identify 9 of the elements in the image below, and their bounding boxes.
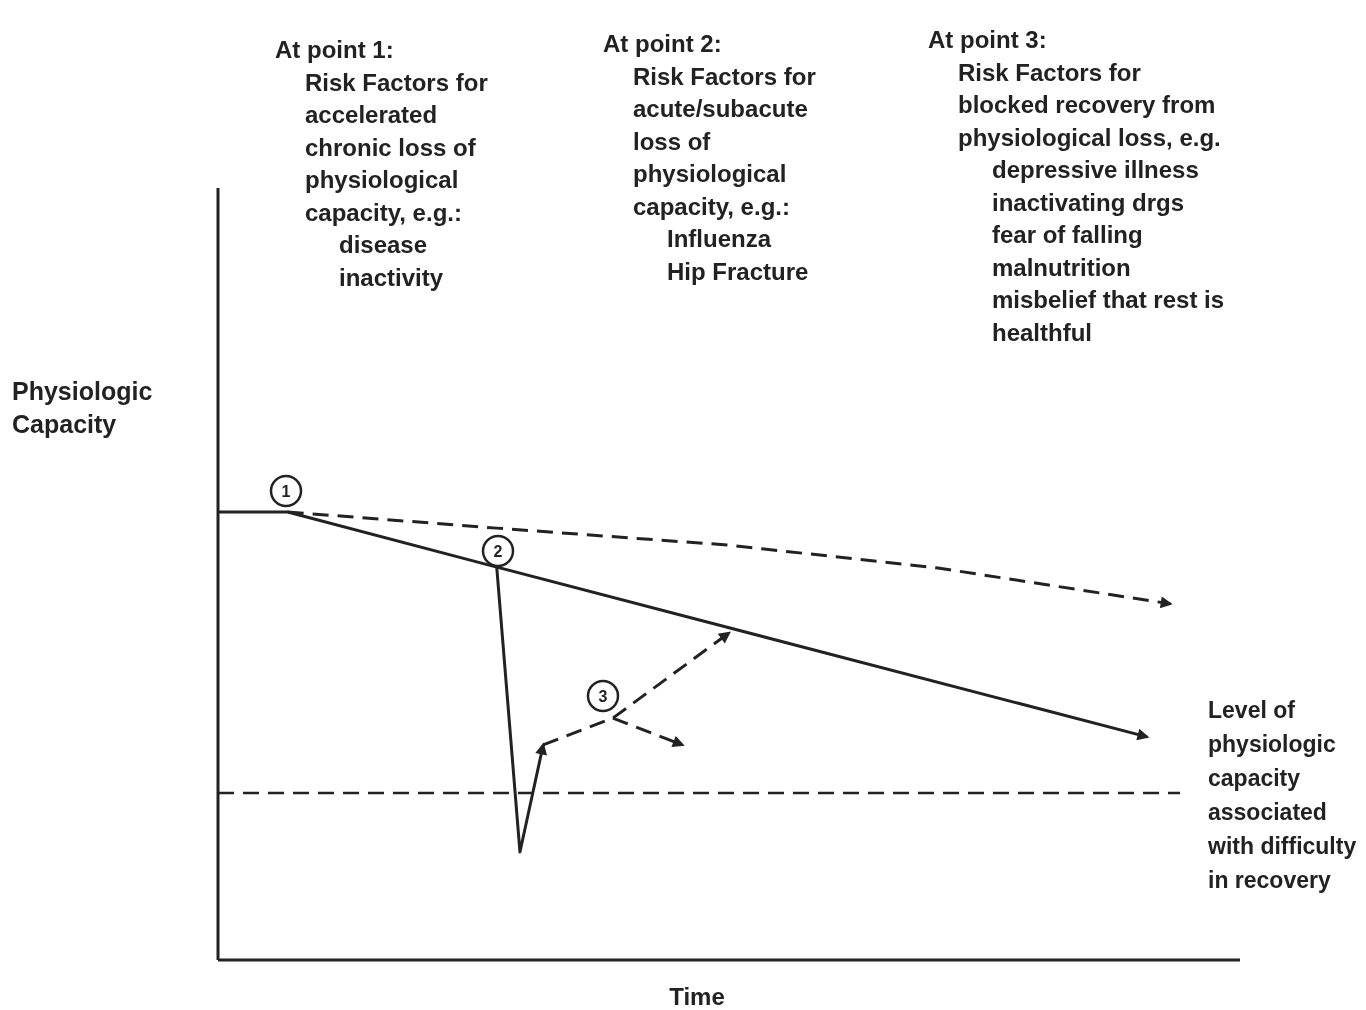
- text: At point 3: Risk Factors for blocked recovery from physiological loss, e.g. depressive illness inactivating drgs fear of falling malnutrition misbelief that rest is healthful: [928, 26, 1225, 346]
- text: At point 1: Risk Factors for accelerated chronic loss of physiological capacity, e.g.: disease inactivity: [275, 36, 488, 291]
- ref-line-label: Level of physiologic capacity associated with difficulty in recovery: [1207, 697, 1357, 893]
- text: 1: [281, 483, 291, 500]
- annotation: 3: [598, 688, 608, 705]
- text: At point 2: Risk Factors for acute/subacute loss of physiological capacity, e.g.: Influenza Hip Fracture: [603, 30, 816, 285]
- annotation: 2: [493, 543, 503, 560]
- x-axis-title: Time: [669, 983, 725, 1010]
- y-axis-title: Physiologic Capacity: [12, 377, 153, 438]
